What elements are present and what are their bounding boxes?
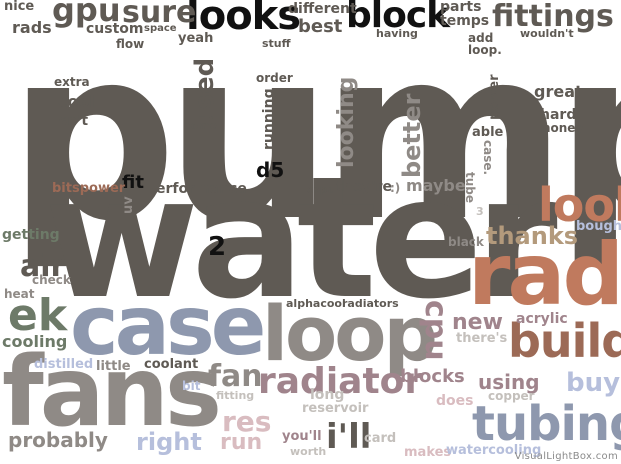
word-fans: fans	[2, 336, 222, 448]
word-new: new	[452, 310, 503, 335]
word-radiator: radiator	[258, 361, 423, 402]
word-right: right	[136, 428, 202, 456]
word-cool: cool	[58, 92, 95, 111]
word-blocks: blocks	[400, 366, 465, 387]
word-air: air	[20, 249, 66, 284]
word-fitting: fitting	[216, 389, 255, 402]
word-isnt: isn't	[54, 113, 89, 129]
word-cooling: cooling	[2, 332, 68, 351]
word-space: space	[144, 23, 177, 34]
word-check: check	[32, 273, 71, 287]
word-wouldnt: wouldn't	[520, 27, 574, 40]
word-sure: sure	[122, 0, 197, 30]
word-long: long	[310, 387, 345, 403]
word-buy: buy	[566, 368, 621, 398]
word-radiators: radiators	[342, 297, 399, 310]
word-heat: heat	[4, 287, 35, 301]
word-copper: copper	[488, 389, 535, 403]
word-card: card	[364, 431, 397, 446]
word-loop-dot: loop.	[468, 43, 502, 57]
word-great: great	[534, 82, 583, 101]
word-getting: getting	[2, 227, 60, 243]
word-uv: uv	[121, 196, 136, 214]
word-reservoir: reservoir	[302, 401, 369, 416]
word-run: run	[220, 430, 263, 455]
word-smiley: :)	[390, 181, 401, 195]
word-bitspower: bitspower	[52, 181, 126, 196]
word-having: having	[376, 27, 418, 40]
word-yeah: yeah	[178, 31, 214, 46]
word-pump: pump	[8, 0, 621, 273]
word-theyre: they're	[336, 179, 392, 195]
word-look: look	[538, 178, 621, 232]
word-case: case	[70, 279, 266, 374]
word-ill: i'll	[326, 417, 372, 457]
word-nice: nice	[4, 0, 35, 14]
word-order: order	[256, 71, 293, 85]
word-two: 2	[208, 232, 227, 262]
word-running: running	[261, 88, 277, 150]
word-power: power	[487, 74, 502, 120]
word-loop: loop	[262, 289, 438, 378]
word-come: come	[184, 119, 217, 132]
word-fittings: fittings	[492, 0, 614, 34]
word-maybe: maybe	[406, 176, 466, 195]
word-stuff: stuff	[262, 37, 291, 50]
word-makes: makes	[404, 445, 452, 460]
word-block: block	[346, 0, 450, 36]
word-add: add	[468, 31, 494, 45]
word-xspc: xspc	[306, 183, 335, 196]
word-temps: temps	[440, 13, 490, 29]
word-distilled: distilled	[34, 357, 94, 372]
word-rad: rad	[468, 225, 621, 325]
word-fan: fan	[208, 359, 263, 394]
word-used: used	[190, 57, 220, 128]
word-thanks: thanks	[486, 222, 579, 250]
word-gpu: gpu	[52, 0, 121, 29]
word-d5: d5	[256, 158, 285, 182]
word-little: little	[96, 359, 131, 374]
word-parts: parts	[440, 0, 482, 15]
word-ek: ek	[8, 290, 68, 341]
word-worth: worth	[290, 445, 327, 458]
word-different: different	[288, 1, 357, 17]
word-best: best	[298, 16, 343, 37]
word-performance: performance	[146, 181, 247, 197]
word-alphacool: alphacool	[286, 297, 346, 310]
word-build: build	[508, 314, 621, 368]
word-water: water	[44, 140, 558, 336]
word-using: using	[478, 370, 540, 394]
word-extra: extra	[54, 75, 90, 89]
word-coolant: coolant	[144, 357, 199, 372]
word-acrylic: acrylic	[516, 311, 568, 327]
word-does: does	[436, 393, 474, 409]
word-fit: fit	[122, 172, 144, 193]
word-tubing: tubing	[472, 396, 621, 452]
word-looking: looking	[334, 76, 359, 168]
word-watercooling: watercooling	[446, 443, 542, 458]
word-money: money	[538, 121, 584, 135]
word-cpu: cpu	[418, 300, 453, 361]
word-youll: you'll	[282, 429, 322, 444]
word-bought: bought	[576, 219, 621, 234]
word-custom: custom	[86, 21, 144, 37]
word-probably: probably	[8, 428, 108, 452]
word-case-dot: case.	[481, 140, 495, 176]
word-hard: hard	[540, 107, 577, 123]
word-able: able	[472, 125, 504, 140]
word-res: res	[222, 405, 272, 438]
word-three: 3	[476, 205, 484, 218]
word-better: better	[398, 93, 426, 178]
visuallightbox-watermark: VisualLightBox.com	[514, 451, 618, 462]
word-black: black	[448, 235, 484, 249]
word-rads: rads	[12, 18, 52, 37]
word-flow: flow	[116, 37, 145, 51]
word-theres: there's	[456, 331, 508, 346]
word-bit: bit	[182, 379, 201, 393]
word-looks: looks	[186, 0, 301, 39]
